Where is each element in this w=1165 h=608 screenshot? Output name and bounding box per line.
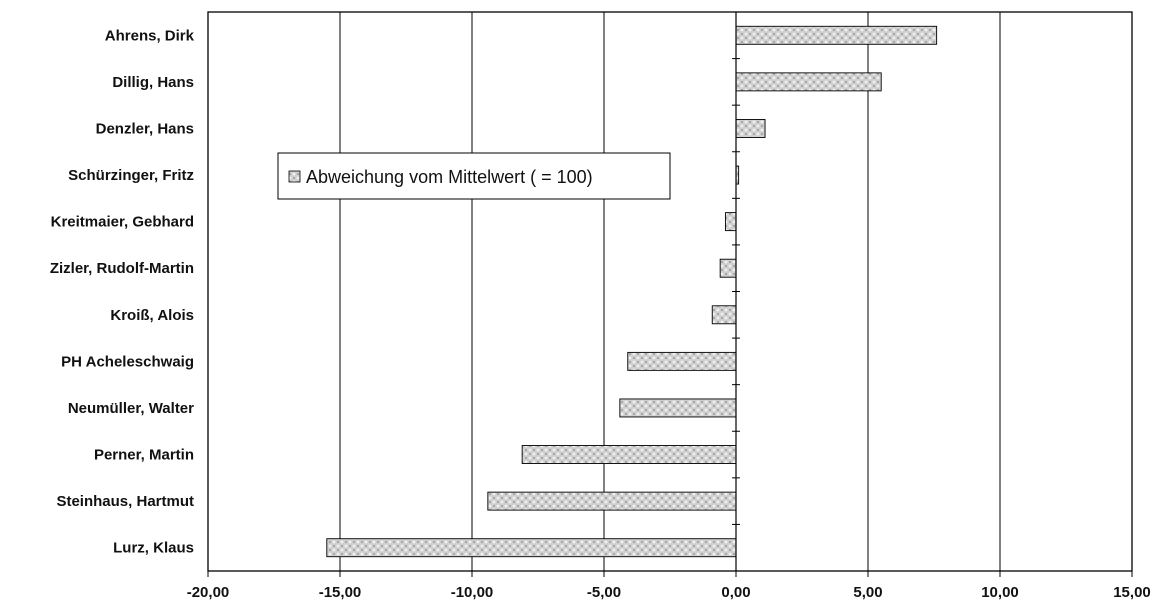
- bar: [719, 258, 737, 278]
- category-label: Perner, Martin: [94, 447, 194, 464]
- bar: [735, 25, 938, 45]
- category-label: Zizler, Rudolf-Martin: [50, 260, 194, 277]
- x-tick-label: -15,00: [319, 584, 362, 601]
- category-label: Dillig, Hans: [112, 74, 194, 91]
- bar: [735, 72, 882, 92]
- bars: [326, 25, 938, 558]
- bar: [724, 212, 737, 232]
- bar: [627, 351, 737, 371]
- bar: [735, 119, 766, 138]
- bar: [326, 538, 737, 558]
- plot-area: [207, 11, 1133, 572]
- category-label: PH Acheleschwaig: [61, 353, 194, 370]
- category-label: Denzler, Hans: [96, 120, 194, 137]
- x-tick-label: 10,00: [981, 584, 1019, 601]
- legend-label: Abweichung vom Mittelwert ( = 100): [306, 167, 593, 187]
- bar: [487, 491, 737, 511]
- x-tick-label: 15,00: [1113, 584, 1151, 601]
- bar: [619, 398, 737, 418]
- category-label: Schürzinger, Fritz: [68, 167, 194, 184]
- x-tick-label: 5,00: [853, 584, 882, 601]
- category-label: Lurz, Klaus: [113, 540, 194, 557]
- legend-swatch: [288, 170, 301, 183]
- x-tick-label: -5,00: [587, 584, 621, 601]
- x-axis-ticks: -20,00 -15,00 -10,00 -5,00 0,00 5,00 10,00 15,0…: [187, 11, 1151, 601]
- legend: Abweichung vom Mittelwert ( = 100): [277, 152, 671, 200]
- category-label: Steinhaus, Hartmut: [56, 493, 194, 510]
- category-label: Kroiß, Alois: [110, 307, 194, 324]
- bar: [521, 445, 737, 464]
- category-label: Ahrens, Dirk: [105, 27, 195, 44]
- x-tick-label: -20,00: [187, 584, 230, 601]
- x-tick-label: -10,00: [451, 584, 494, 601]
- category-label: Neumüller, Walter: [68, 400, 194, 417]
- bar: [711, 305, 737, 325]
- legend-box: [277, 152, 671, 200]
- x-tick-label: 0,00: [721, 584, 750, 601]
- category-labels: Ahrens, Dirk Dillig, Hans Denzler, Hans Sch…: [50, 27, 195, 556]
- category-label: Kreitmaier, Gebhard: [51, 214, 194, 231]
